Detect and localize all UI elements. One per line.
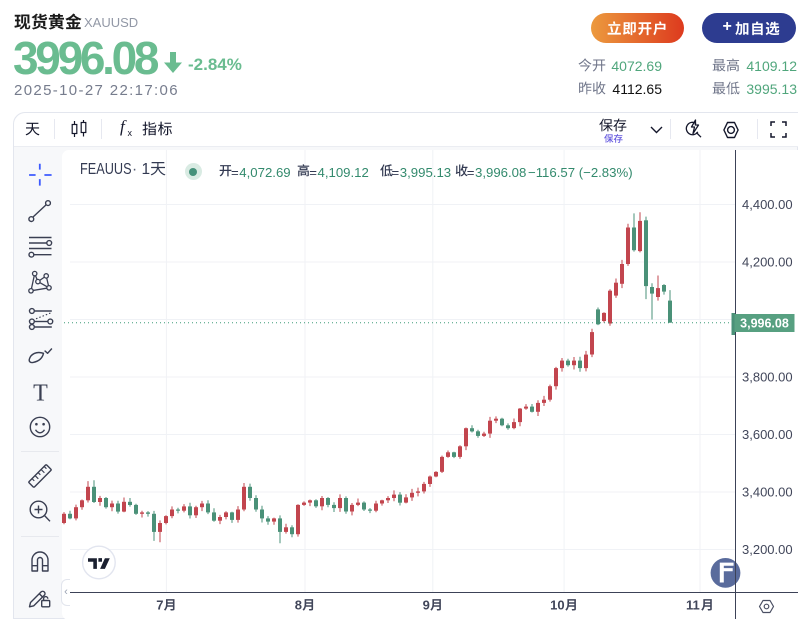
svg-text:x: x bbox=[128, 128, 133, 138]
svg-text:4,400.00: 4,400.00 bbox=[742, 197, 793, 212]
svg-text:11: 11 bbox=[686, 598, 700, 613]
svg-text:10: 10 bbox=[550, 598, 564, 613]
svg-text:7: 7 bbox=[156, 598, 163, 613]
svg-text:3,600.00: 3,600.00 bbox=[742, 427, 793, 442]
svg-text:3,996.08: 3,996.08 bbox=[740, 317, 789, 331]
svg-text:T: T bbox=[33, 380, 48, 406]
svg-text:9: 9 bbox=[423, 598, 430, 613]
svg-text:3,400.00: 3,400.00 bbox=[742, 485, 793, 500]
svg-text:4,200.00: 4,200.00 bbox=[742, 255, 793, 270]
svg-text:3,200.00: 3,200.00 bbox=[742, 542, 793, 557]
svg-text:f: f bbox=[120, 117, 127, 136]
svg-text:8: 8 bbox=[295, 598, 302, 613]
svg-text:3,800.00: 3,800.00 bbox=[742, 370, 793, 385]
